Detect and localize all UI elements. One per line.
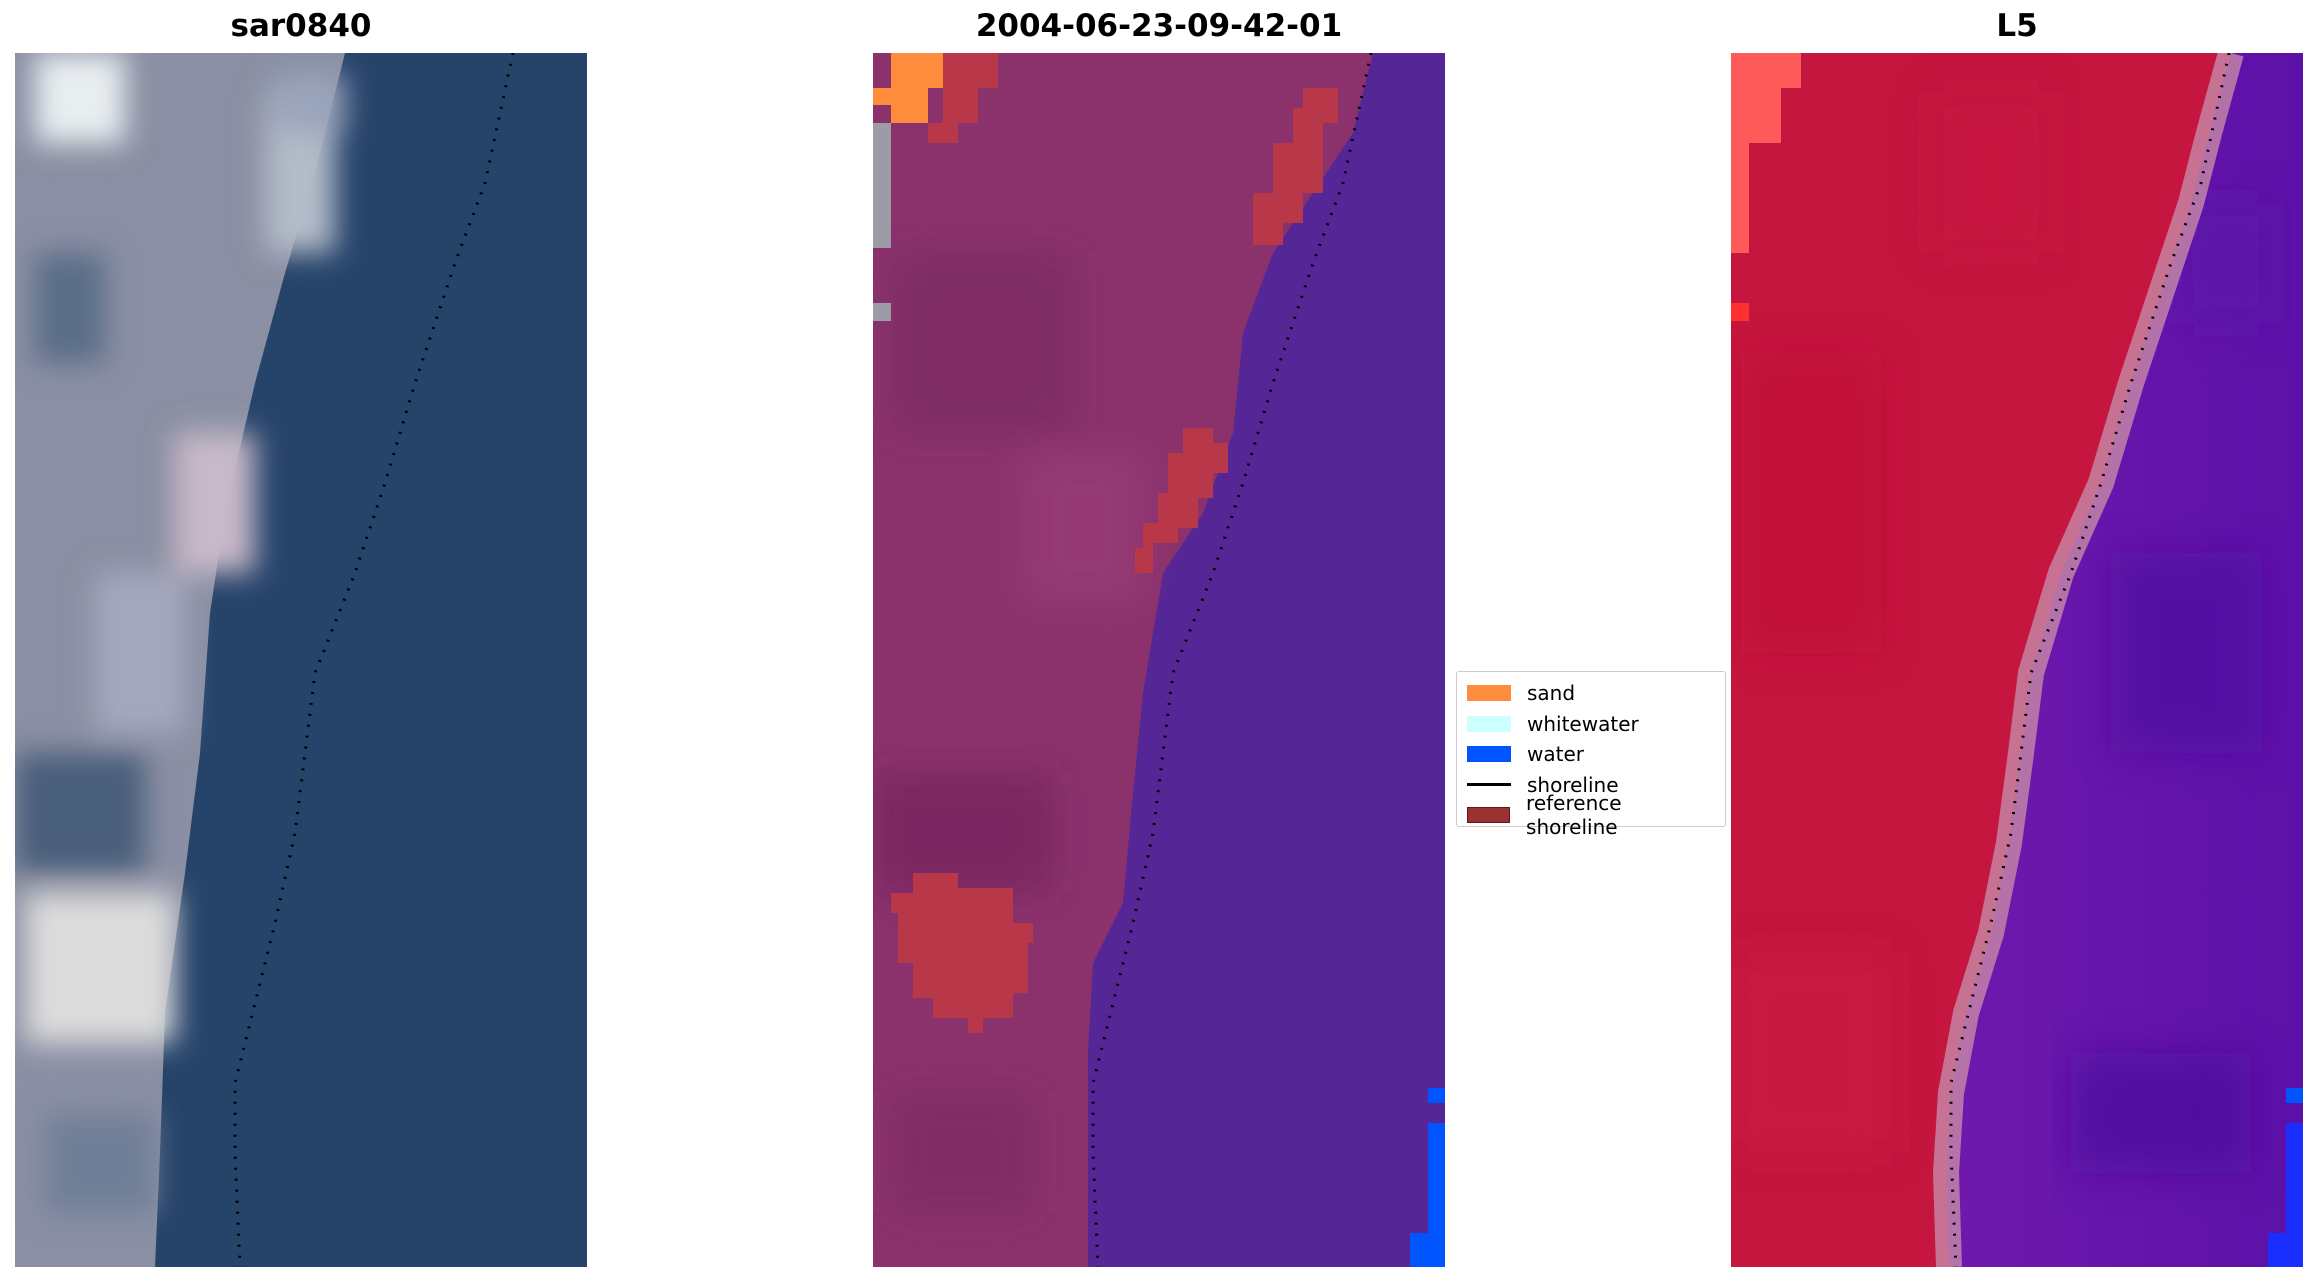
rgb-image-panel: [15, 53, 587, 1267]
rgb-image: [15, 53, 587, 1267]
sand-patch: [873, 53, 943, 123]
legend-item-sand: sand: [1467, 678, 1715, 709]
legend-label: shoreline: [1527, 772, 1619, 797]
shoreline-line-icon: [1467, 783, 1511, 787]
legend-item-whitewater: whitewater: [1467, 709, 1715, 740]
shoreline-rgb: [233, 53, 515, 1267]
legend-label: water: [1527, 742, 1584, 767]
legend-item-shoreline: shoreline: [1467, 770, 1715, 801]
panel-title-classified: 2004-06-23-09-42-01: [975, 8, 1343, 44]
shoreline-classified: [1091, 53, 1373, 1267]
legend-label: sand: [1527, 681, 1576, 706]
legend-item-water: water: [1467, 739, 1715, 770]
classified-image: [873, 53, 1445, 1267]
shoreline-l5: [1949, 53, 2231, 1267]
panel-title-l5: L5: [1996, 8, 2038, 44]
water-patch: [1410, 1233, 1445, 1267]
legend-label: reference shoreline: [1526, 791, 1622, 840]
reference-shoreline-swatch-icon: [1467, 807, 1511, 824]
whitewater-swatch-icon: [1467, 715, 1511, 732]
water-patch: [1428, 1123, 1445, 1233]
reference-shoreline-patch: [1135, 428, 1228, 573]
water-swatch-icon: [1467, 746, 1511, 763]
sand-swatch-icon: [1467, 685, 1511, 702]
l5-image-panel: [1731, 53, 2303, 1267]
legend: sand whitewater water shoreline referenc…: [1456, 671, 1726, 839]
reference-shoreline-patch: [1253, 88, 1338, 245]
legend-item-reference-shoreline: reference shoreline: [1467, 791, 1715, 839]
water-patch: [1428, 1088, 1445, 1103]
panel-title-rgb: sar0840: [230, 8, 372, 44]
classified-image-panel: [873, 53, 1445, 1267]
reference-shoreline-patch: [928, 53, 998, 143]
l5-image: [1731, 53, 2303, 1267]
reference-shoreline-patch: [891, 873, 1033, 1033]
legend-label: whitewater: [1527, 711, 1639, 736]
